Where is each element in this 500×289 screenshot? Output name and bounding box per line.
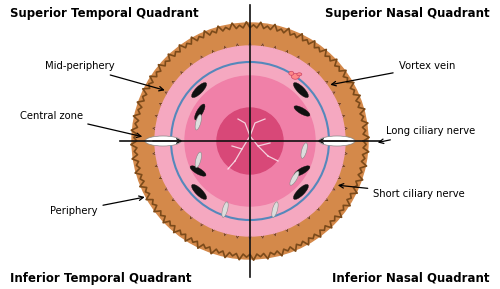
Ellipse shape bbox=[301, 143, 308, 158]
Ellipse shape bbox=[294, 83, 308, 98]
Ellipse shape bbox=[194, 104, 205, 120]
Text: Superior Nasal Quadrant: Superior Nasal Quadrant bbox=[326, 7, 490, 19]
Text: Inferior Temporal Quadrant: Inferior Temporal Quadrant bbox=[10, 272, 192, 284]
Ellipse shape bbox=[297, 73, 302, 76]
Ellipse shape bbox=[222, 202, 228, 217]
Ellipse shape bbox=[192, 184, 206, 199]
Polygon shape bbox=[152, 43, 348, 239]
Circle shape bbox=[185, 76, 315, 206]
Ellipse shape bbox=[294, 106, 310, 116]
Text: Inferior Nasal Quadrant: Inferior Nasal Quadrant bbox=[332, 272, 490, 284]
Text: Superior Temporal Quadrant: Superior Temporal Quadrant bbox=[10, 7, 198, 19]
Ellipse shape bbox=[195, 152, 202, 168]
Ellipse shape bbox=[192, 83, 206, 98]
Ellipse shape bbox=[190, 166, 206, 176]
Text: Short ciliary nerve: Short ciliary nerve bbox=[339, 184, 465, 199]
Text: Long ciliary nerve: Long ciliary nerve bbox=[379, 127, 475, 143]
Text: Vortex vein: Vortex vein bbox=[332, 62, 455, 86]
Circle shape bbox=[132, 23, 368, 259]
Circle shape bbox=[155, 46, 345, 236]
Circle shape bbox=[217, 108, 283, 174]
Ellipse shape bbox=[319, 136, 355, 146]
Text: Mid-periphery: Mid-periphery bbox=[45, 62, 164, 91]
Ellipse shape bbox=[292, 73, 300, 79]
Polygon shape bbox=[131, 22, 369, 260]
Ellipse shape bbox=[289, 71, 294, 75]
Ellipse shape bbox=[294, 166, 310, 176]
Ellipse shape bbox=[272, 202, 278, 217]
Ellipse shape bbox=[195, 114, 202, 130]
Text: Central zone: Central zone bbox=[20, 111, 141, 138]
Ellipse shape bbox=[145, 136, 181, 146]
Ellipse shape bbox=[294, 184, 308, 199]
Ellipse shape bbox=[290, 171, 299, 185]
Text: Periphery: Periphery bbox=[50, 196, 144, 216]
